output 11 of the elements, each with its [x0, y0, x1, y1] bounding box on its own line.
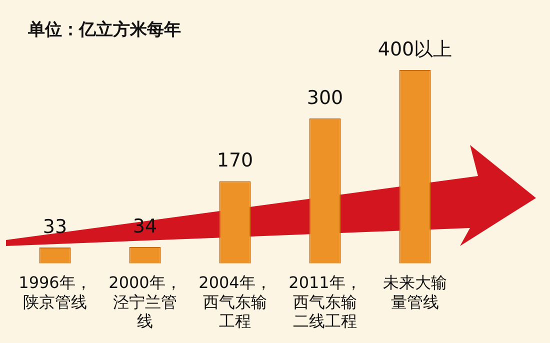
x-tick-label: 1996年，陕京管线: [18, 273, 92, 312]
x-tick-label: 未来大输量管线: [383, 273, 447, 312]
data-label: 33: [42, 216, 68, 238]
data-label: 34: [132, 215, 158, 238]
x-tick-label: 2011年，西气东输二线工程: [288, 273, 362, 331]
data-label: 300: [306, 86, 344, 109]
chart-title: 单位：亿立方米每年: [28, 19, 181, 41]
data-label: 170: [216, 150, 254, 172]
x-tick-label: 2000年，泾宁兰管线: [108, 273, 182, 331]
x-tick-label: 2004年，西气东输工程: [198, 273, 272, 331]
data-label: 400以上: [378, 38, 452, 60]
